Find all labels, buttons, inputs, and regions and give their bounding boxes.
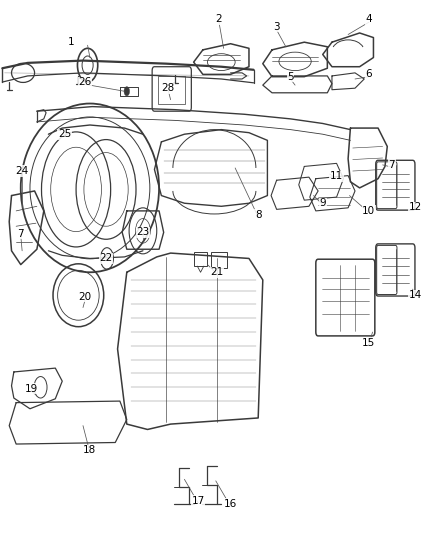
Text: 3: 3 [273, 22, 280, 32]
Text: 7: 7 [18, 229, 24, 239]
Text: 28: 28 [162, 83, 175, 93]
Text: 21: 21 [210, 267, 223, 277]
Text: 2: 2 [215, 14, 223, 24]
Text: 5: 5 [287, 72, 294, 82]
Text: 18: 18 [83, 445, 96, 455]
Bar [158, 76, 185, 103]
Text: 8: 8 [255, 209, 261, 220]
Text: 4: 4 [366, 14, 372, 24]
Text: 20: 20 [79, 292, 92, 302]
Text: 6: 6 [366, 69, 372, 79]
Text: 24: 24 [15, 166, 29, 176]
Text: 11: 11 [330, 172, 343, 181]
Text: 9: 9 [319, 198, 326, 208]
Text: 25: 25 [58, 129, 71, 139]
Circle shape [124, 87, 130, 96]
Text: 16: 16 [224, 499, 237, 509]
Text: 26: 26 [79, 77, 92, 87]
Text: 1: 1 [68, 37, 75, 47]
Text: 19: 19 [25, 384, 38, 394]
Text: 14: 14 [408, 290, 421, 300]
Text: 12: 12 [408, 202, 421, 212]
Text: 15: 15 [362, 338, 375, 348]
Text: 23: 23 [136, 228, 149, 237]
Text: 10: 10 [362, 206, 375, 216]
Text: 22: 22 [99, 254, 113, 263]
Text: 7: 7 [389, 160, 395, 170]
Bar [211, 252, 227, 268]
Text: 17: 17 [192, 496, 205, 506]
Bar [194, 252, 207, 266]
